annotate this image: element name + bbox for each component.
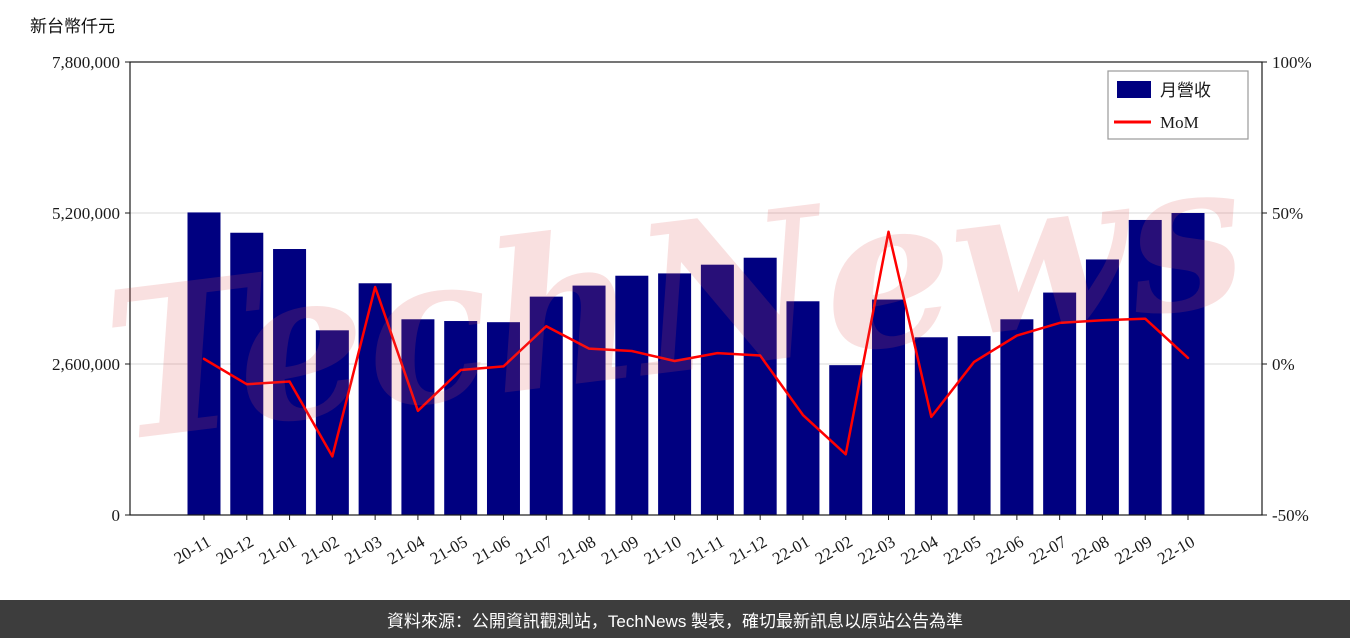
x-axis-tick-label: 21-12 [726,532,770,568]
bar-20-12 [230,232,264,515]
x-axis-tick-label: 21-01 [256,532,300,568]
x-axis-tick-label: 22-03 [855,532,899,568]
bar-22-03 [872,299,906,515]
bar-21-12 [743,257,777,515]
x-axis-tick-label: 21-02 [298,532,342,568]
bar-21-07 [529,296,563,515]
x-axis-tick-label: 22-10 [1154,532,1198,568]
right-axis-tick-label: -50% [1272,506,1309,525]
bar-21-08 [572,285,606,515]
x-axis-tick-label: 21-06 [470,532,514,568]
bar-20-11 [187,212,221,515]
legend-label-mom: MoM [1160,113,1199,132]
x-axis-tick-label: 22-05 [940,532,984,568]
right-axis-tick-label: 100% [1272,53,1312,72]
x-axis-tick-label: 22-06 [983,532,1027,568]
x-axis-tick-label: 21-03 [341,532,385,568]
x-axis-tick-label: 21-04 [384,532,428,569]
legend-swatch-revenue [1117,81,1151,98]
legend-label-revenue: 月營收 [1160,81,1211,100]
x-axis-tick-label: 21-11 [684,532,727,568]
x-axis-tick-label: 21-07 [512,532,556,569]
x-axis-tick-label: 20-11 [171,532,214,568]
bar-22-09 [1128,219,1162,515]
x-axis-tick-label: 21-05 [427,532,471,568]
x-axis-tick-label: 22-01 [769,532,813,568]
y-axis-unit-label: 新台幣仟元 [30,17,115,36]
x-axis-tick-label: 22-09 [1111,532,1155,568]
plot-frame [129,61,1263,516]
bar-22-05 [957,336,991,515]
x-axis-tick-label: 22-04 [897,532,941,569]
x-axis-tick-label: 20-12 [213,532,257,568]
left-axis-tick-label: 0 [112,506,121,525]
bar-22-02 [829,365,863,515]
footer-note: 資料來源：公開資訊觀測站，TechNews 製表，確切最新訊息以原站公告為準 [386,611,964,631]
bar-22-01 [786,301,820,515]
x-axis-tick-label: 22-07 [1026,532,1070,569]
chart-area: 0 2,600,000 5,200,000 7,800,000 -50% 0% 50% 100… [52,53,1312,569]
left-axis-tick-label: 7,800,000 [52,53,120,72]
bar-22-10 [1171,213,1205,515]
bar-21-02 [315,330,349,515]
left-axis-tick-label: 5,200,000 [52,204,120,223]
left-axis-tick-label: 2,600,000 [52,355,120,374]
x-axis-tick-label: 22-08 [1069,532,1113,568]
bar-21-10 [658,273,692,515]
bar-22-06 [1000,319,1034,515]
bar-21-06 [486,322,520,515]
chart-svg: 0 2,600,000 5,200,000 7,800,000 -50% 0% 50% 100… [52,53,1312,569]
mom-line [202,230,1190,458]
bar-21-04 [401,319,435,515]
right-axis-tick-label: 0% [1272,355,1295,374]
x-axis-tick-label: 21-10 [641,532,685,568]
right-axis-tick-label: 50% [1272,204,1303,223]
bar-22-08 [1085,259,1119,515]
bar-21-11 [700,264,734,515]
x-axis-tick-label: 22-02 [812,532,856,568]
bar-21-05 [444,321,478,515]
footer-bar: 資料來源：公開資訊觀測站，TechNews 製表，確切最新訊息以原站公告為準 [0,600,1350,638]
bar-21-09 [615,275,649,515]
x-axis-tick-label: 21-09 [598,532,642,568]
bar-22-07 [1043,292,1077,515]
x-axis-tick-label: 21-08 [555,532,599,568]
